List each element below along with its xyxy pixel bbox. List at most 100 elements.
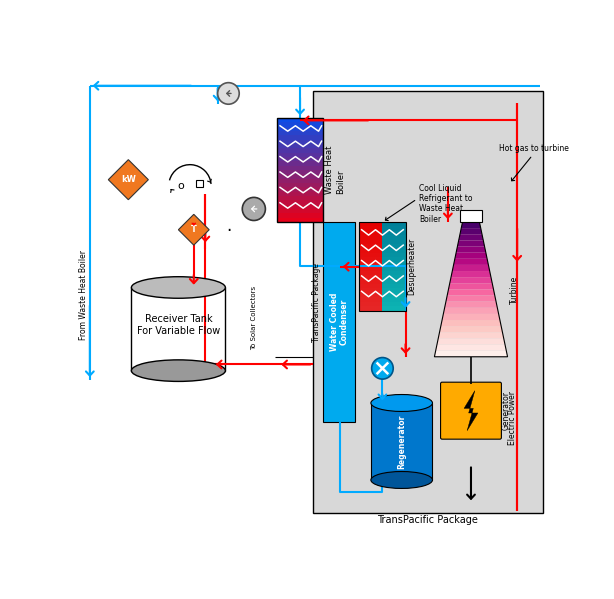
Polygon shape [438,332,503,338]
Text: From Waste Heat Boiler: From Waste Heat Boiler [79,250,88,340]
FancyBboxPatch shape [277,144,323,149]
FancyBboxPatch shape [323,222,356,422]
FancyBboxPatch shape [359,226,383,231]
FancyBboxPatch shape [277,127,323,131]
FancyBboxPatch shape [383,226,405,231]
Text: kW: kW [121,175,136,184]
Ellipse shape [371,395,432,412]
Text: Regenerator: Regenerator [397,415,406,468]
FancyBboxPatch shape [359,280,383,285]
FancyBboxPatch shape [277,201,323,205]
FancyBboxPatch shape [277,140,323,144]
FancyBboxPatch shape [359,271,383,276]
FancyBboxPatch shape [359,222,383,227]
Polygon shape [442,314,500,320]
Circle shape [371,358,393,379]
Polygon shape [459,234,483,240]
FancyBboxPatch shape [359,267,383,271]
FancyBboxPatch shape [371,403,432,480]
Text: TransPacific Package: TransPacific Package [378,515,478,525]
Polygon shape [454,259,488,265]
Text: Generator: Generator [502,391,510,430]
Text: TransPacific Package: TransPacific Package [313,264,322,343]
Polygon shape [108,160,149,199]
Polygon shape [448,283,494,289]
FancyBboxPatch shape [359,284,383,289]
Text: Waste Heat
Boiler: Waste Heat Boiler [325,146,345,194]
FancyBboxPatch shape [383,267,405,271]
FancyBboxPatch shape [359,302,383,307]
Text: Water Cooled
Condenser: Water Cooled Condenser [330,293,349,352]
FancyBboxPatch shape [383,262,405,267]
FancyBboxPatch shape [359,258,383,262]
Ellipse shape [131,277,225,298]
Polygon shape [464,391,478,431]
FancyBboxPatch shape [277,174,323,179]
FancyBboxPatch shape [359,297,383,302]
Text: T: T [191,225,196,234]
FancyBboxPatch shape [383,293,405,298]
FancyBboxPatch shape [383,235,405,240]
Text: Electric Power: Electric Power [508,391,516,446]
Text: o: o [177,181,184,191]
FancyBboxPatch shape [359,306,383,311]
FancyBboxPatch shape [359,253,383,258]
FancyBboxPatch shape [277,217,323,222]
Polygon shape [445,302,497,308]
FancyBboxPatch shape [383,306,405,311]
FancyBboxPatch shape [383,244,405,249]
FancyBboxPatch shape [359,235,383,240]
FancyBboxPatch shape [359,231,383,235]
FancyBboxPatch shape [359,275,383,280]
Text: To Solar Collectors: To Solar Collectors [251,286,257,350]
FancyBboxPatch shape [277,161,323,166]
FancyBboxPatch shape [359,249,383,253]
Polygon shape [179,214,209,245]
Text: Turbine: Turbine [510,276,519,304]
FancyBboxPatch shape [277,205,323,210]
FancyBboxPatch shape [277,166,323,171]
Text: Hot gas to turbine: Hot gas to turbine [499,144,569,153]
FancyBboxPatch shape [277,213,323,218]
FancyBboxPatch shape [383,275,405,280]
FancyBboxPatch shape [383,249,405,253]
Polygon shape [441,320,501,326]
Polygon shape [437,338,505,344]
FancyBboxPatch shape [277,187,323,192]
Polygon shape [440,326,502,332]
FancyBboxPatch shape [277,153,323,158]
Polygon shape [451,271,491,277]
FancyBboxPatch shape [383,240,405,244]
FancyBboxPatch shape [196,180,203,187]
FancyBboxPatch shape [277,149,323,153]
FancyBboxPatch shape [277,183,323,187]
FancyBboxPatch shape [277,118,323,123]
FancyBboxPatch shape [441,382,502,439]
Text: Cool Liquid
Refrigerant to
Waste Heat
Boiler: Cool Liquid Refrigerant to Waste Heat Bo… [419,183,473,224]
Text: ·: · [227,222,232,240]
FancyBboxPatch shape [383,289,405,294]
FancyBboxPatch shape [277,179,323,183]
FancyBboxPatch shape [383,284,405,289]
FancyBboxPatch shape [277,196,323,201]
FancyBboxPatch shape [359,244,383,249]
Polygon shape [435,350,508,357]
FancyBboxPatch shape [359,289,383,294]
Circle shape [243,198,265,220]
Polygon shape [453,265,490,271]
FancyBboxPatch shape [383,258,405,262]
Polygon shape [457,240,484,247]
FancyBboxPatch shape [277,192,323,196]
FancyBboxPatch shape [383,280,405,285]
Ellipse shape [131,360,225,382]
Polygon shape [436,344,507,350]
FancyBboxPatch shape [383,302,405,307]
Text: Desuperheater: Desuperheater [407,238,416,295]
Circle shape [217,83,239,104]
Polygon shape [460,228,482,234]
FancyBboxPatch shape [277,157,323,162]
Polygon shape [455,253,487,259]
FancyBboxPatch shape [359,293,383,298]
Polygon shape [447,289,495,295]
Ellipse shape [371,471,432,488]
